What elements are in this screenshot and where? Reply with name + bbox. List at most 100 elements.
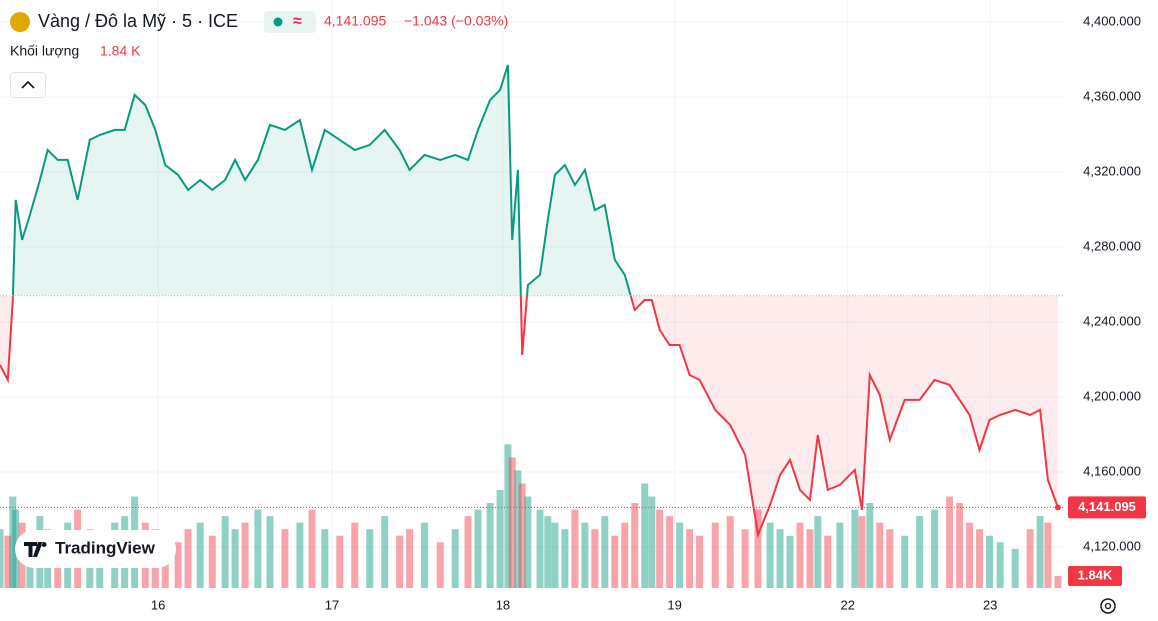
volume-bar — [406, 529, 414, 588]
x-tick-label: 23 — [983, 597, 997, 612]
volume-bar — [486, 503, 494, 588]
y-tick-label: 4,160.000 — [1083, 463, 1141, 478]
volume-bar — [504, 444, 512, 588]
volume-bar — [776, 529, 784, 588]
volume-bar — [836, 522, 844, 588]
line-down — [0, 295, 1059, 539]
settings-icon — [1104, 602, 1112, 610]
header-price: 4,141.095 — [324, 13, 386, 29]
volume-bar — [281, 529, 289, 588]
volume-bar — [741, 529, 749, 588]
volume-bar — [931, 509, 939, 588]
last-price-badge — [1068, 496, 1146, 519]
volume-bar — [321, 529, 329, 588]
volume-bar — [886, 529, 894, 588]
volume-bar — [648, 496, 656, 588]
volume-bar — [514, 470, 522, 588]
volume-bar — [726, 516, 734, 588]
volume-bar — [696, 535, 704, 588]
volume-bar — [436, 542, 444, 588]
volume-bar — [611, 535, 619, 588]
volume-bar — [824, 535, 832, 588]
y-tick-label: 4,120.000 — [1083, 538, 1141, 553]
volume-bar — [985, 535, 993, 588]
volume-bar — [851, 509, 859, 588]
last-point — [1054, 504, 1061, 511]
volume-bar — [296, 522, 304, 588]
volume-bar — [336, 535, 344, 588]
volume-value: 1.84 K — [100, 43, 141, 59]
volume-bar — [996, 542, 1004, 588]
volume-bar — [9, 496, 17, 588]
status-icon: ≈ — [293, 13, 302, 30]
volume-bar — [666, 516, 674, 588]
volume-bar — [196, 522, 204, 588]
volume-bar — [901, 535, 909, 588]
settings-button[interactable] — [1100, 598, 1116, 614]
volume-bar — [451, 529, 459, 588]
volume-bar — [184, 529, 192, 588]
volume-bar — [231, 529, 239, 588]
volume-bar — [266, 516, 274, 588]
volume-bar — [351, 522, 359, 588]
status-pill[interactable] — [264, 11, 316, 33]
volume-bar — [308, 509, 316, 588]
volume-bar — [4, 535, 12, 588]
brand-logo — [24, 542, 47, 557]
volume-bar — [966, 522, 974, 588]
volume-bar — [551, 522, 559, 588]
volume-bar — [241, 522, 249, 588]
volume-bar — [536, 509, 544, 588]
volume-bar — [601, 516, 609, 588]
x-tick-label: 22 — [840, 597, 854, 612]
volume-bar — [518, 483, 526, 588]
volume-bar — [876, 522, 884, 588]
symbol-title: Vàng / Đô la Mỹ · 5 · ICE — [38, 11, 238, 31]
y-tick-label: 4,200.000 — [1083, 388, 1141, 403]
volume-bar — [381, 516, 389, 588]
volume-bar — [858, 516, 866, 588]
volume-bar — [508, 457, 516, 588]
volume-bar — [754, 509, 762, 588]
volume-bar — [1054, 575, 1062, 588]
volume-bar — [221, 516, 229, 588]
volume-bar — [421, 522, 429, 588]
volume-bar — [496, 490, 504, 588]
volume-bar — [956, 503, 964, 588]
volume-bar — [686, 529, 694, 588]
collapse-button[interactable] — [10, 72, 46, 98]
volume-bar — [366, 529, 374, 588]
x-tick-label: 18 — [496, 597, 510, 612]
volume-bar — [1026, 529, 1034, 588]
header-change: −1.043 (−0.03%) — [404, 13, 508, 29]
y-tick-label: 4,320.000 — [1083, 163, 1141, 178]
brand-badge[interactable] — [15, 530, 176, 568]
x-tick-label: 16 — [151, 597, 165, 612]
x-tick-label: 17 — [325, 597, 339, 612]
volume-bar — [524, 496, 532, 588]
brand-name: TradingView — [55, 538, 156, 557]
volume-bar — [0, 529, 4, 588]
volume-bar — [591, 529, 599, 588]
volume-bar — [946, 496, 954, 588]
volume-bar — [561, 529, 569, 588]
area-up — [12, 64, 631, 296]
volume-bar — [786, 535, 794, 588]
volume-axis-label: 1.84K — [1078, 567, 1113, 582]
volume-bar — [396, 535, 404, 588]
volume-bar — [656, 509, 664, 588]
volume-bar — [621, 522, 629, 588]
volume-bar — [976, 529, 984, 588]
market-open-dot — [273, 17, 283, 27]
volume-bar — [581, 522, 589, 588]
volume-bar — [631, 503, 639, 588]
area-down — [0, 295, 1058, 535]
symbol-logo — [10, 12, 30, 32]
volume-bar — [766, 522, 774, 588]
volume-bar — [1044, 522, 1052, 588]
volume-bar — [174, 542, 182, 588]
volume-bar — [641, 483, 649, 588]
volume-bar — [544, 516, 552, 588]
y-tick-label: 4,280.000 — [1083, 238, 1141, 253]
